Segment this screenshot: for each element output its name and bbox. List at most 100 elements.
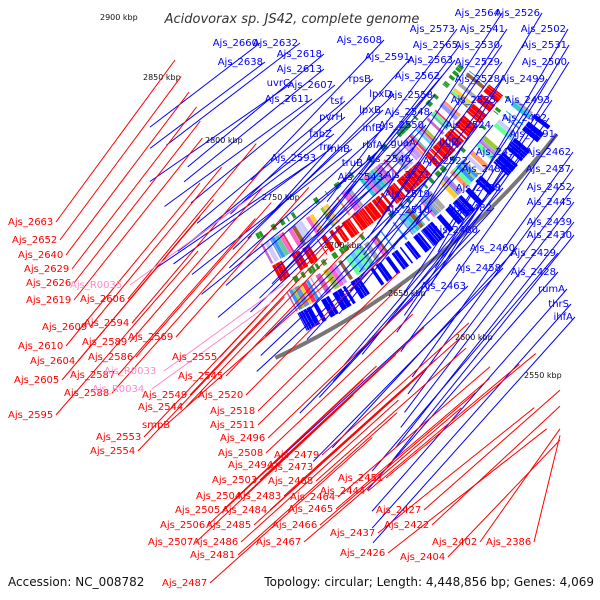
gene-category-mark bbox=[417, 127, 435, 144]
reverse-gene-mark bbox=[483, 87, 501, 103]
gene-label: Ajs_2619 bbox=[26, 295, 71, 306]
reverse-gene-mark bbox=[353, 211, 369, 230]
forward-gene-mark bbox=[413, 234, 430, 253]
leader-line bbox=[256, 209, 433, 372]
forward-gene-mark bbox=[420, 230, 435, 247]
gene-label: frr bbox=[319, 142, 331, 153]
gene-label: Ajs_2593 bbox=[271, 153, 316, 164]
gene-label: Ajs_2444 bbox=[320, 486, 365, 497]
reverse-gene-mark bbox=[321, 234, 335, 253]
gene-category-mark bbox=[462, 159, 480, 176]
gene-label: Ajs_2404 bbox=[400, 552, 445, 563]
leader-line bbox=[299, 75, 443, 243]
reverse-gene-mark bbox=[479, 93, 496, 109]
reverse-gene-mark bbox=[430, 148, 445, 163]
gene-label: Ajs_2626 bbox=[26, 278, 71, 289]
leader-line bbox=[191, 148, 353, 275]
gene-category-mark bbox=[468, 70, 487, 85]
gene-label: Ajs_2490 bbox=[476, 147, 521, 158]
reverse-gene-mark bbox=[391, 184, 405, 199]
reverse-gene-mark bbox=[456, 120, 472, 135]
forward-gene-mark bbox=[429, 221, 445, 239]
gene-label: Ajs_2541 bbox=[460, 24, 505, 35]
gene-label: pvrH bbox=[319, 112, 343, 123]
gene-label: Ajs_2524 bbox=[446, 120, 491, 131]
gene-category-mark bbox=[345, 254, 362, 276]
gene-category-mark bbox=[434, 109, 452, 126]
reverse-gene-mark bbox=[429, 149, 443, 164]
gene-label: Ajs_2591 bbox=[365, 52, 410, 63]
reverse-gene-mark bbox=[416, 160, 431, 177]
gene-category-mark bbox=[513, 99, 533, 115]
leader-line bbox=[267, 299, 414, 439]
forward-gene-mark bbox=[465, 187, 484, 206]
gene-category-mark bbox=[475, 142, 496, 161]
gene-label: Ajs_2462 bbox=[526, 147, 571, 158]
gene-label: Ajs_2594 bbox=[84, 318, 129, 329]
leader-line bbox=[372, 316, 576, 544]
gene-label: Ajs_2528 bbox=[455, 74, 500, 85]
forward-gene-mark bbox=[417, 232, 432, 250]
leader-line bbox=[283, 358, 437, 497]
gene-label: Ajs_2468 bbox=[268, 476, 313, 487]
forward-gene-mark bbox=[342, 285, 356, 305]
gene-dot-mark bbox=[255, 232, 261, 240]
gene-category-mark bbox=[420, 124, 438, 142]
gene-label: thrS bbox=[548, 299, 569, 310]
leader-line bbox=[111, 235, 252, 394]
gene-label: Ajs_2428 bbox=[511, 267, 556, 278]
gene-dot-mark bbox=[450, 155, 458, 163]
gene-category-mark bbox=[455, 163, 475, 183]
leader-line bbox=[237, 412, 398, 556]
leader-line bbox=[260, 193, 433, 356]
leader-line bbox=[143, 283, 290, 438]
gene-label: Ajs_2529 bbox=[455, 57, 500, 68]
leader-line bbox=[288, 94, 436, 259]
leader-line bbox=[318, 207, 495, 398]
leader-line bbox=[367, 364, 520, 492]
gene-label: truB bbox=[342, 158, 363, 169]
reverse-gene-mark bbox=[366, 201, 382, 220]
leader-line bbox=[217, 176, 386, 318]
gene-label: Ajs_2429 bbox=[511, 248, 556, 259]
gene-category-mark bbox=[383, 159, 400, 177]
gene-label: Ajs_2562 bbox=[395, 71, 440, 82]
gene-label: Ajs_2486 bbox=[193, 537, 238, 548]
gene-label: Ajs_2518 bbox=[210, 406, 255, 417]
genome-backbone bbox=[274, 132, 559, 360]
forward-gene-mark bbox=[370, 267, 385, 286]
gene-label: Ajs_2484 bbox=[222, 505, 267, 516]
backbone bbox=[274, 132, 559, 360]
gene-dot-mark bbox=[457, 63, 465, 71]
gene-dot-mark bbox=[455, 66, 462, 73]
gene-label: Ajs_2445 bbox=[527, 197, 572, 208]
leader-line bbox=[430, 61, 570, 286]
gene-label: rnhB bbox=[327, 144, 351, 155]
gene-dot-mark bbox=[452, 70, 459, 77]
leader-line bbox=[385, 353, 537, 479]
gene-label: Ajs_2526 bbox=[495, 8, 540, 19]
gene-label: Ajs_2543 bbox=[338, 172, 383, 183]
gene-label: Ajs_2521 bbox=[385, 170, 430, 181]
gene-label: Ajs_2587 bbox=[70, 370, 115, 381]
gene-label: Ajs_2473 bbox=[268, 462, 313, 473]
leader-line bbox=[73, 120, 201, 284]
reverse-gene-mark bbox=[361, 207, 374, 224]
reverse-gene-mark bbox=[375, 195, 391, 213]
leader-line bbox=[447, 439, 561, 558]
leader-line bbox=[55, 250, 199, 416]
forward-gene-mark bbox=[325, 295, 339, 315]
gene-label: Ajs_2530 bbox=[455, 40, 500, 51]
gene-category-mark bbox=[443, 178, 459, 196]
gene-label: Ajs_2618 bbox=[277, 49, 322, 60]
leader-line bbox=[55, 59, 176, 223]
gene-dot-mark bbox=[399, 202, 406, 210]
gene-label: Ajs_2522 bbox=[423, 156, 468, 167]
leader-line bbox=[250, 39, 385, 181]
gene-dot-mark bbox=[310, 265, 317, 273]
gene-label: Ajs_2563 bbox=[408, 55, 453, 66]
gene-label: tsf bbox=[330, 96, 343, 107]
gene-label: Ajs_2607 bbox=[288, 80, 333, 91]
gene-category-mark bbox=[374, 235, 390, 255]
leader-line bbox=[89, 166, 222, 328]
